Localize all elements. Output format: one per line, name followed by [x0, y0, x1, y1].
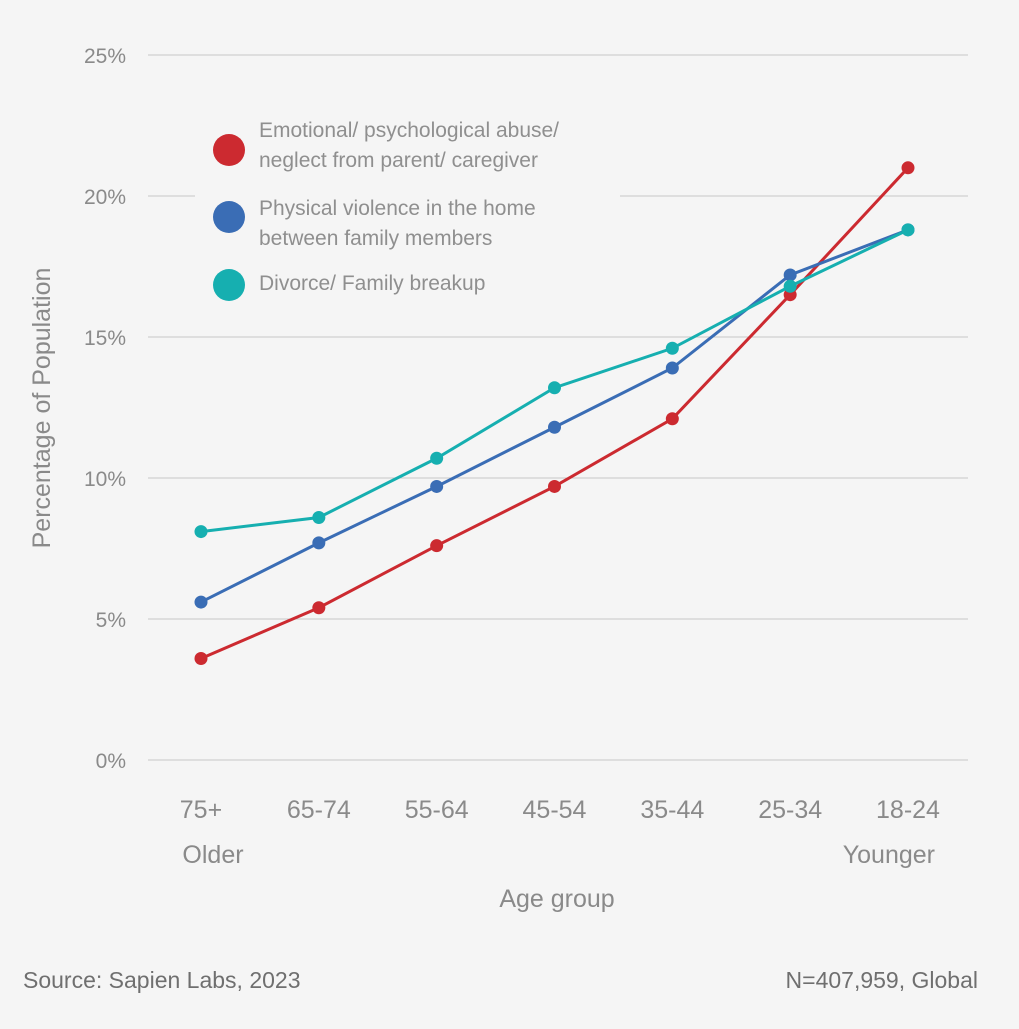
- x-tick-label: 75+: [180, 796, 222, 824]
- legend-label: between family members: [259, 227, 492, 250]
- x-tick-label: 18-24: [876, 796, 940, 824]
- x-tick-label: 35-44: [640, 796, 704, 824]
- y-tick-label: 25%: [84, 45, 126, 68]
- data-point: [312, 601, 326, 615]
- x-tick-label: 25-34: [758, 796, 822, 824]
- data-point: [430, 539, 444, 553]
- x-tick-label: 65-74: [287, 796, 351, 824]
- data-point: [430, 451, 444, 465]
- x-end-label-older: Older: [182, 841, 243, 869]
- y-tick-label: 5%: [96, 609, 126, 632]
- data-point: [665, 361, 679, 375]
- data-point: [665, 412, 679, 426]
- legend-label: neglect from parent/ caregiver: [259, 149, 538, 172]
- y-tick-label: 10%: [84, 468, 126, 491]
- legend-marker: [213, 134, 245, 166]
- data-point: [901, 161, 915, 175]
- data-point: [548, 479, 561, 493]
- data-point: [194, 525, 208, 539]
- data-point: [783, 279, 797, 293]
- data-point: [901, 223, 915, 237]
- y-axis-ticks: 0% 5% 10% 15% 20% 25%: [84, 45, 126, 773]
- legend-label: Emotional/ psychological abuse/: [259, 119, 559, 142]
- data-point: [783, 268, 797, 282]
- x-tick-label: 55-64: [405, 796, 469, 824]
- y-axis-label: Percentage of Population: [28, 268, 56, 549]
- series-group: [194, 161, 915, 665]
- x-tick-label: 45-54: [523, 796, 587, 824]
- legend-marker: [213, 269, 245, 301]
- legend: Emotional/ psychological abuse/neglect f…: [213, 119, 559, 301]
- x-axis-ticks: 75+ 65-74 55-64 45-54 35-44 25-34 18-24: [180, 796, 940, 824]
- data-point: [194, 595, 208, 609]
- data-point: [312, 510, 326, 524]
- sample-note: N=407,959, Global: [786, 967, 978, 993]
- data-point: [312, 536, 326, 550]
- data-point: [548, 381, 561, 395]
- x-axis-label: Age group: [499, 885, 614, 913]
- data-point: [548, 420, 561, 434]
- legend-label: Divorce/ Family breakup: [259, 272, 485, 295]
- y-tick-label: 0%: [96, 750, 126, 773]
- data-point: [194, 651, 208, 665]
- data-point: [665, 341, 679, 355]
- x-end-label-younger: Younger: [843, 841, 935, 869]
- legend-background: [195, 108, 620, 308]
- data-point: [430, 479, 444, 493]
- y-tick-label: 15%: [84, 327, 126, 350]
- y-tick-label: 20%: [84, 186, 126, 209]
- legend-label: Physical violence in the home: [259, 197, 536, 220]
- source-note: Source: Sapien Labs, 2023: [23, 967, 300, 993]
- legend-marker: [213, 201, 245, 233]
